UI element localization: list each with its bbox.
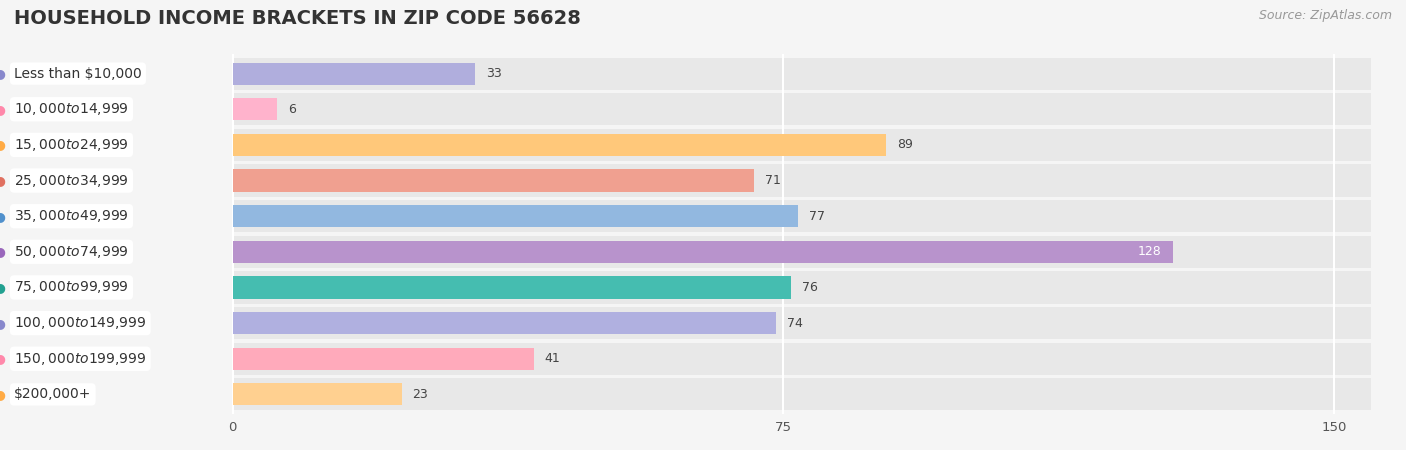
Bar <box>232 343 1371 375</box>
Text: $150,000 to $199,999: $150,000 to $199,999 <box>14 351 146 367</box>
Bar <box>232 383 402 405</box>
Bar <box>232 134 886 156</box>
Bar <box>232 348 534 370</box>
Text: Less than $10,000: Less than $10,000 <box>14 67 142 81</box>
Text: ●: ● <box>0 210 6 223</box>
Bar <box>232 93 1371 125</box>
Bar <box>232 58 1371 90</box>
Text: ●: ● <box>0 388 6 401</box>
Bar <box>232 378 1371 410</box>
Text: 6: 6 <box>288 103 295 116</box>
Bar <box>232 236 1371 268</box>
Text: ●: ● <box>0 139 6 151</box>
Text: $15,000 to $24,999: $15,000 to $24,999 <box>14 137 129 153</box>
Text: $200,000+: $200,000+ <box>14 387 91 401</box>
Text: 89: 89 <box>897 139 912 151</box>
Text: 74: 74 <box>787 317 803 329</box>
Text: ●: ● <box>0 67 6 80</box>
Text: Source: ZipAtlas.com: Source: ZipAtlas.com <box>1258 9 1392 22</box>
Bar <box>232 307 1371 339</box>
Text: 77: 77 <box>808 210 825 223</box>
Bar <box>232 271 1371 303</box>
Text: ●: ● <box>0 174 6 187</box>
Bar <box>232 205 799 227</box>
Bar <box>232 98 277 120</box>
Text: 41: 41 <box>544 352 561 365</box>
Text: $10,000 to $14,999: $10,000 to $14,999 <box>14 101 129 117</box>
Text: ●: ● <box>0 352 6 365</box>
Bar <box>232 200 1371 232</box>
Text: 23: 23 <box>412 388 429 401</box>
Text: $50,000 to $74,999: $50,000 to $74,999 <box>14 244 129 260</box>
Bar <box>232 312 776 334</box>
Text: ●: ● <box>0 281 6 294</box>
Bar <box>232 276 790 298</box>
Text: ●: ● <box>0 317 6 329</box>
Text: $100,000 to $149,999: $100,000 to $149,999 <box>14 315 146 331</box>
Text: 71: 71 <box>765 174 780 187</box>
Text: ●: ● <box>0 103 6 116</box>
Bar <box>232 129 1371 161</box>
Text: $35,000 to $49,999: $35,000 to $49,999 <box>14 208 129 224</box>
Bar <box>232 170 754 192</box>
Text: $25,000 to $34,999: $25,000 to $34,999 <box>14 172 129 189</box>
Text: HOUSEHOLD INCOME BRACKETS IN ZIP CODE 56628: HOUSEHOLD INCOME BRACKETS IN ZIP CODE 56… <box>14 9 581 28</box>
Text: $75,000 to $99,999: $75,000 to $99,999 <box>14 279 129 296</box>
Text: 33: 33 <box>486 67 502 80</box>
Text: 76: 76 <box>801 281 818 294</box>
Text: 128: 128 <box>1137 245 1161 258</box>
Bar <box>232 241 1173 263</box>
Bar <box>232 165 1371 197</box>
Bar <box>232 63 475 85</box>
Text: ●: ● <box>0 245 6 258</box>
